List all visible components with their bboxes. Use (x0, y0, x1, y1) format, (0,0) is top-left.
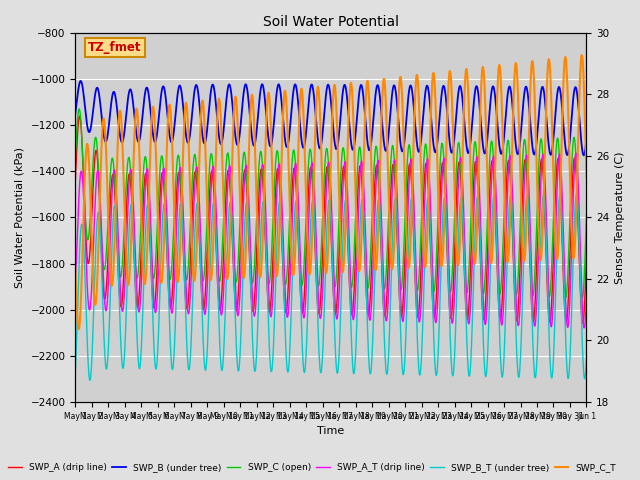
SWP_B_T (under tree) (86, 377, 94, 383)
SWP_C_T (173, 276, 181, 281)
SWP_B_T (under tree) (582, 355, 590, 361)
SWP_B_T (under tree) (266, 348, 273, 354)
SWP_B_T (under tree) (72, 370, 79, 375)
SWP_B (under tree) (580, 153, 588, 158)
SWP_A_T (drip line) (572, 151, 580, 156)
SWP_A (drip line) (266, 309, 273, 315)
SWP_B (under tree) (173, 96, 181, 102)
SWP_B (under tree) (515, 147, 523, 153)
SWP_B_T (under tree) (164, 256, 172, 262)
SWP_B (under tree) (220, 132, 227, 138)
Y-axis label: Soil Water Potential (kPa): Soil Water Potential (kPa) (15, 147, 25, 288)
Line: SWP_A_T (drip line): SWP_A_T (drip line) (76, 154, 586, 328)
SWP_A (drip line) (164, 264, 172, 269)
SWP_A_T (drip line) (219, 303, 227, 309)
Line: SWP_B_T (under tree): SWP_B_T (under tree) (76, 194, 586, 380)
Text: TZ_fmet: TZ_fmet (88, 41, 141, 54)
SWP_B (under tree) (164, 112, 172, 118)
SWP_B (under tree) (582, 135, 590, 141)
SWP_B (under tree) (458, 96, 466, 101)
Line: SWP_B (under tree): SWP_B (under tree) (76, 81, 586, 156)
SWP_B_T (under tree) (515, 373, 523, 379)
SWP_C (open) (515, 253, 523, 259)
SWP_A_T (drip line) (582, 295, 590, 300)
SWP_B_T (under tree) (220, 359, 227, 365)
Line: SWP_C_T: SWP_C_T (76, 55, 586, 329)
SWP_C (open) (579, 295, 586, 301)
SWP_C_T (75, 326, 83, 332)
Line: SWP_C (open): SWP_C (open) (76, 109, 586, 298)
SWP_A (drip line) (458, 213, 466, 219)
SWP_A (drip line) (173, 183, 181, 189)
Y-axis label: Sensor Temperature (C): Sensor Temperature (C) (615, 151, 625, 284)
SWP_A_T (drip line) (266, 298, 273, 304)
Title: Soil Water Potential: Soil Water Potential (263, 15, 399, 29)
SWP_C (open) (72, 156, 79, 161)
SWP_A_T (drip line) (173, 221, 180, 227)
SWP_C (open) (266, 279, 273, 285)
SWP_C_T (578, 52, 586, 58)
SWP_C (open) (76, 106, 83, 112)
SWP_A (drip line) (76, 113, 84, 119)
SWP_C (open) (220, 227, 227, 233)
SWP_C (open) (164, 248, 172, 254)
SWP_A (drip line) (72, 179, 79, 184)
Legend: SWP_A (drip line), SWP_B (under tree), SWP_C (open), SWP_A_T (drip line), SWP_B_: SWP_A (drip line), SWP_B (under tree), S… (4, 459, 620, 476)
Line: SWP_A (drip line): SWP_A (drip line) (76, 116, 586, 324)
SWP_A (drip line) (579, 321, 586, 326)
SWP_B (under tree) (72, 111, 79, 117)
SWP_B_T (under tree) (458, 206, 466, 212)
SWP_C_T (164, 130, 172, 136)
SWP_C_T (458, 160, 466, 166)
X-axis label: Time: Time (317, 426, 344, 436)
SWP_A (drip line) (582, 251, 590, 256)
SWP_B_T (under tree) (573, 192, 580, 197)
SWP_C_T (515, 127, 523, 132)
SWP_C_T (220, 184, 227, 190)
SWP_B_T (under tree) (173, 269, 181, 275)
SWP_A_T (drip line) (458, 168, 466, 173)
SWP_A_T (drip line) (163, 217, 171, 223)
SWP_C_T (582, 174, 590, 180)
SWP_A_T (drip line) (515, 321, 523, 327)
SWP_A_T (drip line) (72, 283, 79, 288)
SWP_C_T (72, 263, 79, 269)
SWP_C (open) (582, 213, 590, 218)
SWP_A (drip line) (515, 289, 523, 295)
SWP_A (drip line) (220, 264, 227, 269)
SWP_C (open) (173, 159, 181, 165)
SWP_B (under tree) (77, 78, 84, 84)
SWP_C_T (266, 96, 273, 102)
SWP_A_T (drip line) (580, 325, 588, 331)
SWP_C (open) (458, 204, 466, 210)
SWP_B (under tree) (266, 142, 273, 147)
